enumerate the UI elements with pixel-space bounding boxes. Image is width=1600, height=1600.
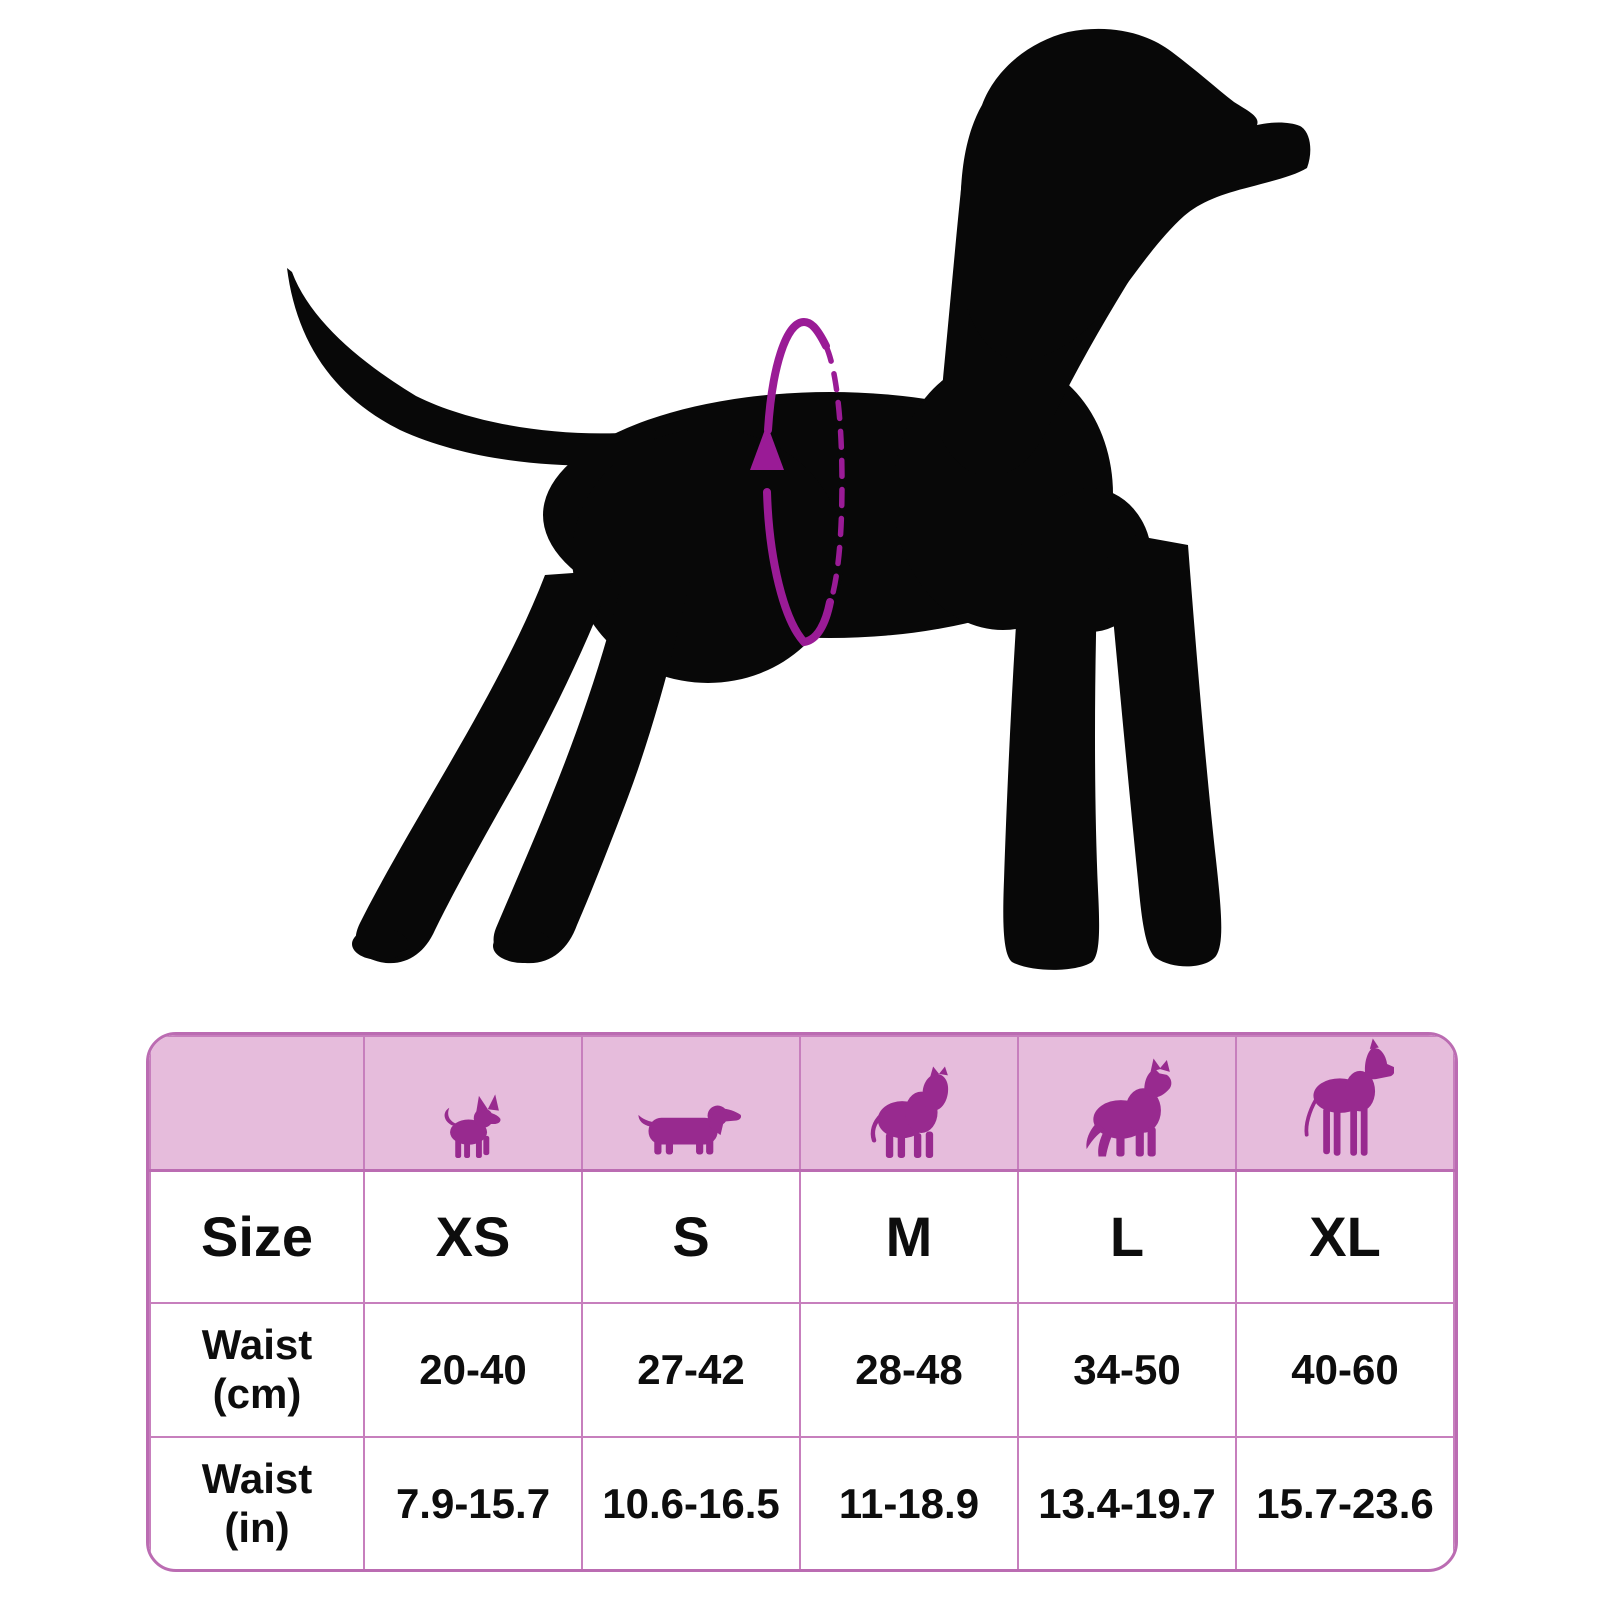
waist-cm-l: 34-50 [1017, 1301, 1237, 1438]
german-shepherd-icon [1085, 1058, 1171, 1157]
waist-measure-tape [750, 317, 845, 647]
waist-in-xs: 7.9-15.7 [363, 1435, 583, 1569]
size-cell-s: S [581, 1169, 801, 1304]
bull-terrier-icon [870, 1066, 948, 1159]
measure-arrow-icon [750, 424, 784, 470]
waist-in-s: 10.6-16.5 [581, 1435, 801, 1569]
size-header-cell: Size [149, 1169, 365, 1304]
waist-cm-m: 28-48 [799, 1301, 1019, 1438]
tape-solid-upper [764, 317, 830, 434]
header-cell-xl [1235, 1035, 1455, 1172]
size-table: Size XS S M L XL Waist (cm) 20-40 27-42 … [146, 1032, 1458, 1572]
dog-silhouette-figure [287, 28, 1311, 970]
table-header-row [149, 1035, 1455, 1172]
header-cell-xs [363, 1035, 583, 1172]
waist-cm-xl: 40-60 [1235, 1301, 1455, 1438]
header-empty-cell [149, 1035, 365, 1172]
size-cell-l: L [1017, 1169, 1237, 1304]
table-size-row: Size XS S M L XL [149, 1169, 1455, 1304]
waist-cm-s: 27-42 [581, 1301, 801, 1438]
chihuahua-icon [444, 1094, 501, 1159]
dog-silhouette [287, 28, 1311, 970]
tape-dashed-arc [823, 343, 845, 607]
size-cell-xs: XS [363, 1169, 583, 1304]
waist-in-unit: (in) [224, 1503, 290, 1551]
tape-solid-lower [763, 488, 834, 647]
great-dane-icon [1304, 1038, 1394, 1156]
size-cell-m: M [799, 1169, 1019, 1304]
waist-cm-label-cell: Waist (cm) [149, 1301, 365, 1438]
waist-in-label: Waist [201, 1455, 313, 1503]
waist-in-m: 11-18.9 [799, 1435, 1019, 1569]
header-cell-s [581, 1035, 801, 1172]
waist-in-xl: 15.7-23.6 [1235, 1435, 1455, 1569]
waist-cm-unit: (cm) [212, 1369, 302, 1417]
waist-cm-label: Waist [201, 1321, 313, 1369]
waist-in-l: 13.4-19.7 [1017, 1435, 1237, 1569]
header-cell-l [1017, 1035, 1237, 1172]
dachshund-icon [638, 1105, 742, 1155]
waist-cm-xs: 20-40 [363, 1301, 583, 1438]
size-cell-xl: XL [1235, 1169, 1455, 1304]
table-waist-cm-row: Waist (cm) 20-40 27-42 28-48 34-50 40-60 [149, 1301, 1455, 1438]
table-waist-in-row: Waist (in) 7.9-15.7 10.6-16.5 11-18.9 13… [149, 1435, 1455, 1569]
header-cell-m [799, 1035, 1019, 1172]
waist-in-label-cell: Waist (in) [149, 1435, 365, 1569]
